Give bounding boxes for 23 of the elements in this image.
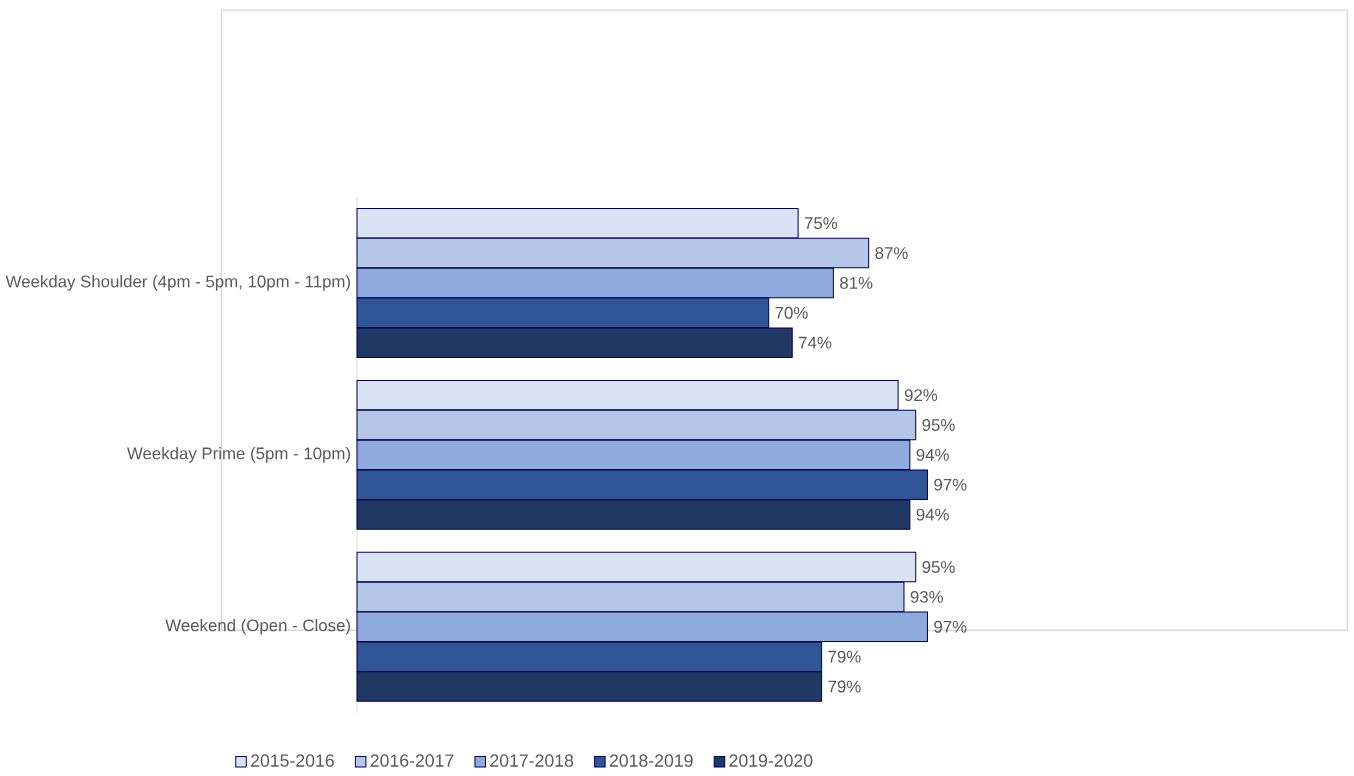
data-label: 94% xyxy=(916,448,949,461)
data-label: 95% xyxy=(922,561,955,574)
data-label: 97% xyxy=(934,478,967,491)
legend-label: 2016-2017 xyxy=(370,754,454,767)
legend-label: 2017-2018 xyxy=(490,754,574,767)
data-label: 79% xyxy=(828,680,861,693)
legend-label: 2019-2020 xyxy=(729,754,813,767)
data-label: 97% xyxy=(934,620,967,633)
data-label: 87% xyxy=(875,247,908,260)
y-tick-label: Weekend (Open - Close) xyxy=(165,618,350,635)
y-tick-label: Weekday Shoulder (4pm - 5pm, 10pm - 11pm) xyxy=(5,275,350,291)
legend-label: 2018-2019 xyxy=(609,754,693,767)
legend-label: 2015-2016 xyxy=(251,754,334,767)
data-label: 92% xyxy=(904,389,938,402)
data-label: 79% xyxy=(828,650,861,663)
data-label: 93% xyxy=(910,591,944,603)
data-label: 81% xyxy=(840,277,873,289)
data-label: 95% xyxy=(922,419,955,431)
data-label: 75% xyxy=(804,217,838,230)
data-label: 94% xyxy=(916,508,949,521)
y-tick-label: Weekday Prime (5pm - 10pm) xyxy=(127,447,350,463)
data-label: 70% xyxy=(775,306,808,319)
data-label: 74% xyxy=(799,336,832,349)
